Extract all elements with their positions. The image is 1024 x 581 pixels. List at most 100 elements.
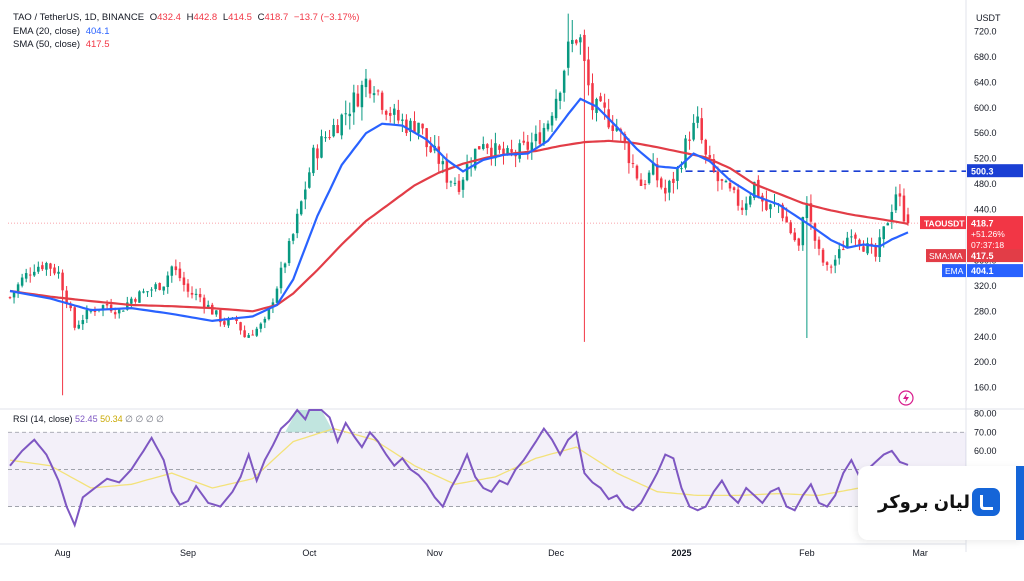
candle-body xyxy=(526,141,530,150)
candle-body xyxy=(190,292,194,295)
candle-body xyxy=(417,122,420,134)
x-tick-label: Feb xyxy=(799,548,815,558)
candle-body xyxy=(643,183,647,185)
candle-body xyxy=(16,284,20,293)
candle-body xyxy=(33,271,36,276)
y-tick-label: 480.0 xyxy=(974,179,997,189)
candle-body xyxy=(275,288,279,303)
symbol-tag: TAOUSDT xyxy=(924,219,965,229)
candle-body xyxy=(162,286,165,291)
y-tick-label: 720.0 xyxy=(974,26,997,36)
candle-body xyxy=(732,187,736,191)
candle-body xyxy=(12,292,16,298)
currency-label: USDT xyxy=(976,13,1001,23)
candle-body xyxy=(850,236,853,238)
candle-body xyxy=(769,204,772,210)
chart-legend-ohlc: TAO / TetherUS, 1D, BINANCE O432.4 H442.… xyxy=(13,12,362,23)
y-tick-label: 160.0 xyxy=(974,383,997,393)
candle-body xyxy=(425,128,428,148)
candle-body xyxy=(409,120,412,133)
candle-body xyxy=(498,145,501,150)
candle-body xyxy=(579,37,582,43)
symbol-tag-bg xyxy=(920,216,966,230)
x-tick-label: Sep xyxy=(180,548,196,558)
candle-body xyxy=(263,318,267,323)
candle-body xyxy=(413,121,416,133)
candle-body xyxy=(397,109,400,121)
candle-body xyxy=(700,118,703,141)
candle-body xyxy=(583,34,586,62)
candle-body xyxy=(295,213,299,234)
candle-body xyxy=(522,140,525,143)
candle-body xyxy=(639,179,643,186)
candle-body xyxy=(336,125,339,134)
rsi-legend: RSI (14, close) 52.45 50.34 ∅ ∅ ∅ ∅ xyxy=(13,414,164,425)
candle-body xyxy=(457,180,461,192)
candle-body xyxy=(348,113,352,117)
candle-body xyxy=(603,102,606,108)
candle-body xyxy=(388,112,392,116)
candle-body xyxy=(356,93,360,107)
candle-body xyxy=(239,322,242,331)
candle-body xyxy=(631,163,635,165)
candle-body xyxy=(85,310,89,320)
candle-body xyxy=(235,318,238,322)
candle-body xyxy=(490,147,493,158)
high-value: 442.8 xyxy=(193,12,218,23)
candle-body xyxy=(421,123,424,129)
candle-body xyxy=(219,309,222,323)
candle-body xyxy=(174,266,178,271)
candle-body xyxy=(736,189,740,206)
candle-body xyxy=(332,124,335,137)
y-tick-label: 200.0 xyxy=(974,357,997,367)
ema-tag-name: EMA xyxy=(945,266,964,276)
sma-tag-name: SMA:MA xyxy=(929,251,963,261)
candle-body xyxy=(562,70,566,93)
rsi-overbought-fill xyxy=(285,410,334,433)
candle-body xyxy=(801,216,805,246)
low-value: 414.5 xyxy=(228,12,252,23)
candle-body xyxy=(279,267,283,289)
close-label: C xyxy=(257,12,265,23)
candle-body xyxy=(93,311,97,313)
close-value: 418.7 xyxy=(264,12,289,23)
candle-body xyxy=(304,189,307,200)
candle-body xyxy=(688,139,691,141)
candle-body xyxy=(182,277,186,285)
candle-body xyxy=(57,271,60,274)
candle-body xyxy=(243,330,246,338)
sma-tag-bg xyxy=(967,249,1023,263)
candle-body xyxy=(635,165,639,179)
candle-body xyxy=(61,272,64,291)
candle-body xyxy=(518,143,521,159)
candle-body xyxy=(437,146,441,164)
candle-body xyxy=(202,297,206,308)
candle-body xyxy=(20,277,24,286)
candle-body xyxy=(728,182,732,189)
candle-body xyxy=(101,305,105,310)
sma-legend-label: SMA (50, close) xyxy=(13,39,81,50)
candle-body xyxy=(384,110,388,115)
candle-body xyxy=(599,96,602,102)
change-pct-tag: +51.26% xyxy=(971,229,1005,239)
candle-body xyxy=(704,139,708,155)
candle-body xyxy=(753,181,756,198)
candle-body xyxy=(299,201,303,215)
ema-tag-value: 404.1 xyxy=(971,266,994,276)
sma-tag-value: 417.5 xyxy=(971,251,994,261)
broker-logo-icon xyxy=(972,488,1000,516)
candle-body xyxy=(393,108,396,115)
candle-body xyxy=(178,268,182,279)
candle-body xyxy=(866,243,869,254)
y-tick-label: 680.0 xyxy=(974,52,997,62)
x-tick-label: Oct xyxy=(302,548,317,558)
candle-body xyxy=(546,123,550,130)
y-tick-label: 560.0 xyxy=(974,128,997,138)
candle-body xyxy=(368,80,372,94)
candle-body xyxy=(401,119,404,121)
open-value: 432.4 xyxy=(157,12,181,23)
candle-body xyxy=(429,146,432,153)
candle-body xyxy=(312,147,315,174)
